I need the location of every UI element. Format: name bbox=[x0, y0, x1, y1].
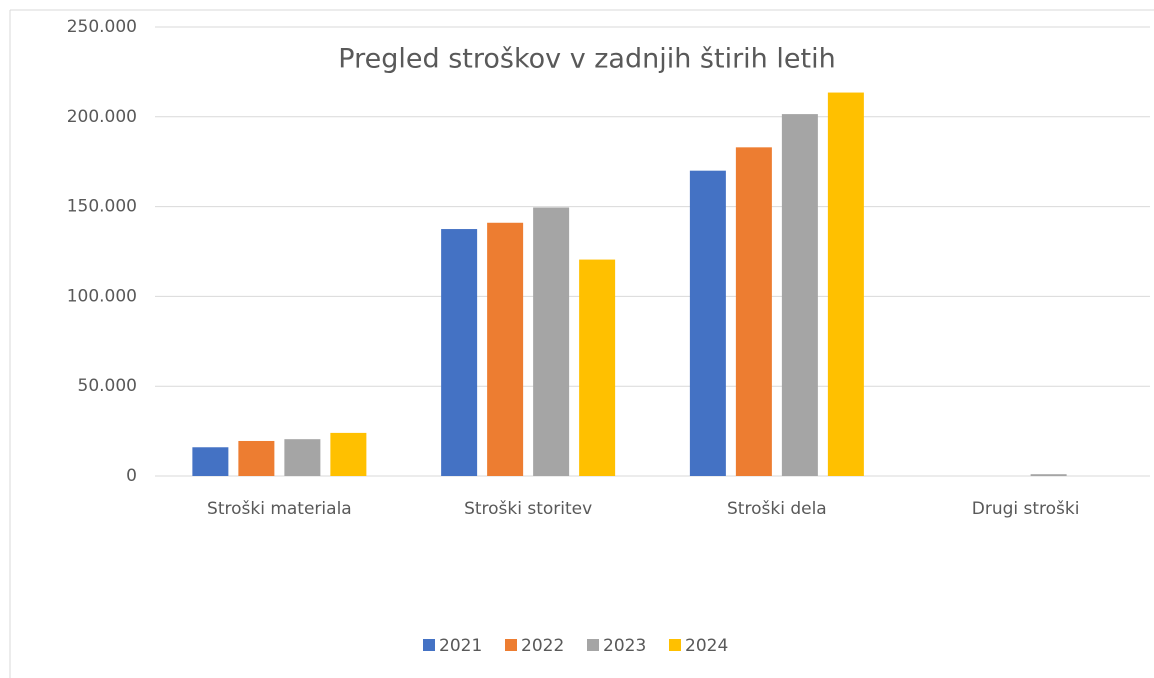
bar bbox=[284, 439, 321, 476]
bar bbox=[533, 207, 570, 477]
y-tick-label: 50.000 bbox=[78, 376, 137, 396]
x-tick-label: Stroški dela bbox=[727, 499, 827, 519]
legend-label: 2021 bbox=[439, 636, 482, 656]
legend-swatch bbox=[505, 639, 517, 651]
y-tick-label: 150.000 bbox=[67, 197, 137, 217]
bar bbox=[330, 432, 367, 476]
bar bbox=[1030, 474, 1067, 476]
bar bbox=[827, 92, 864, 476]
legend-swatch bbox=[669, 639, 681, 651]
legend-label: 2022 bbox=[521, 636, 564, 656]
legend-label: 2023 bbox=[603, 636, 646, 656]
y-tick-label: 100.000 bbox=[67, 286, 137, 306]
y-tick-label: 200.000 bbox=[67, 107, 137, 127]
y-tick-label: 250.000 bbox=[67, 17, 137, 37]
chart-title: Pregled stroškov v zadnjih štirih letih bbox=[338, 44, 835, 75]
x-tick-label: Stroški storitev bbox=[464, 499, 592, 519]
bar bbox=[781, 114, 818, 476]
y-tick-label: 0 bbox=[126, 466, 137, 486]
x-tick-label: Stroški materiala bbox=[207, 499, 352, 519]
bar bbox=[487, 222, 524, 476]
bar bbox=[238, 440, 275, 476]
bar bbox=[192, 447, 229, 476]
bar bbox=[735, 147, 772, 476]
legend-swatch bbox=[587, 639, 599, 651]
bar bbox=[441, 229, 478, 476]
bar bbox=[579, 259, 616, 476]
x-tick-label: Drugi stroški bbox=[972, 499, 1080, 519]
legend-swatch bbox=[423, 639, 435, 651]
bar bbox=[689, 170, 726, 476]
legend-label: 2024 bbox=[685, 636, 728, 656]
